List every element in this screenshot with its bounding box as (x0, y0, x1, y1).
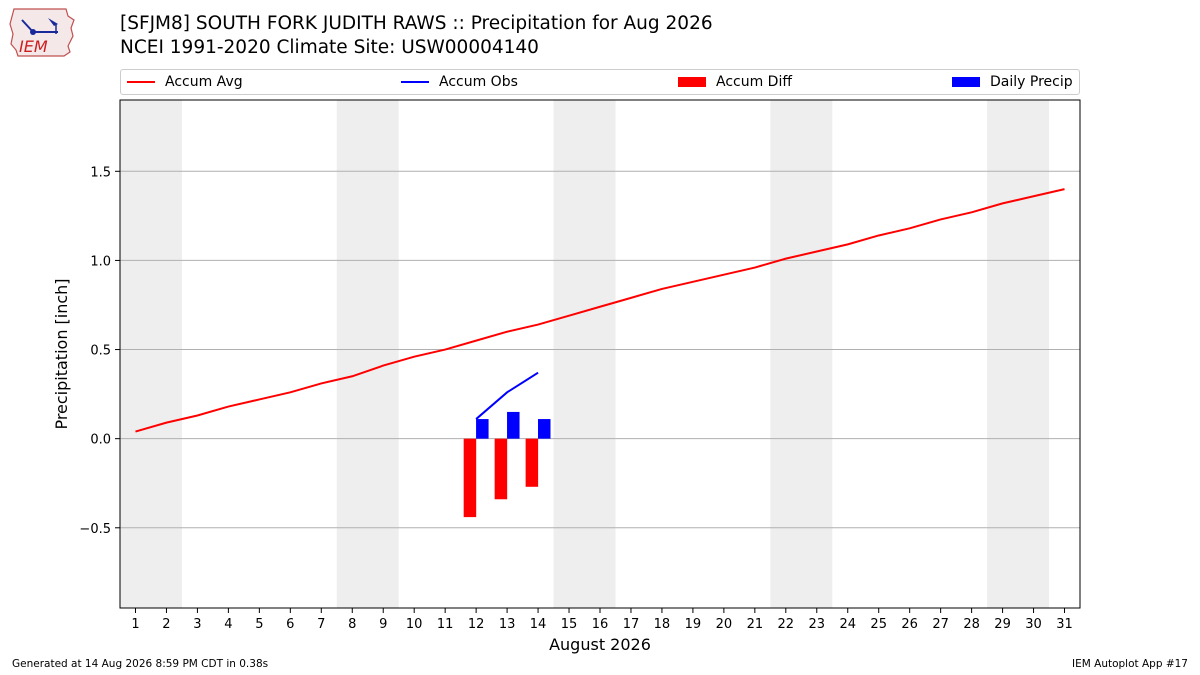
accum-obs-line (475, 371, 539, 420)
generated-timestamp: Generated at 14 Aug 2026 8:59 PM CDT in … (12, 658, 269, 670)
x-tick-label: 28 (963, 617, 980, 632)
daily-precip-bar (507, 411, 520, 439)
x-tick-label: 24 (839, 617, 856, 632)
x-tick-label: 9 (379, 617, 387, 632)
y-tick-label: 1.0 (90, 254, 111, 269)
y-tick-label: −0.5 (79, 522, 111, 537)
weekend-shading (120, 100, 1050, 608)
bar-marks (463, 411, 551, 518)
x-tick-label: 22 (778, 617, 795, 632)
app-label: IEM Autoplot App #17 (1072, 658, 1188, 670)
x-tick-label: 20 (716, 617, 733, 632)
weekend-band (120, 100, 182, 608)
x-tick-label: 29 (994, 617, 1011, 632)
x-tick-label: 17 (623, 617, 640, 632)
daily-precip-bar (538, 419, 551, 439)
chart-title: [SFJM8] SOUTH FORK JUDITH RAWS :: Precip… (120, 12, 713, 60)
y-tick-label: 1.5 (90, 165, 111, 180)
weekend-band (553, 100, 616, 608)
legend-item-daily-precip: Daily Precip (952, 70, 1073, 94)
x-tick-label: 15 (561, 617, 578, 632)
x-tick-label: 31 (1056, 617, 1073, 632)
y-axis-label: Precipitation [inch] (52, 278, 71, 429)
x-tick-label: 16 (592, 617, 609, 632)
weekend-band (987, 100, 1050, 608)
legend-item-accum-avg: Accum Avg (127, 70, 243, 94)
iem-logo: IEM (8, 6, 80, 58)
legend-label-accum-obs: Accum Obs (439, 74, 518, 90)
x-tick-label: 1 (131, 617, 139, 632)
weekend-band (336, 100, 399, 608)
x-tick-label: 13 (499, 617, 516, 632)
x-tick-label: 19 (685, 617, 702, 632)
x-tick-label: 27 (932, 617, 949, 632)
accum-diff-bar (463, 438, 477, 518)
weekend-band (770, 100, 833, 608)
legend-label-daily-precip: Daily Precip (990, 74, 1073, 90)
title-line-1: [SFJM8] SOUTH FORK JUDITH RAWS :: Precip… (120, 13, 713, 34)
x-tick-label: 10 (406, 617, 423, 632)
y-tick-label: 0.5 (90, 344, 111, 359)
x-tick-label: 6 (286, 617, 294, 632)
legend-item-accum-obs: Accum Obs (401, 70, 518, 94)
x-tick-label: 23 (809, 617, 826, 632)
x-tick-label: 8 (348, 617, 356, 632)
x-tick-label: 5 (255, 617, 263, 632)
x-tick-label: 26 (901, 617, 918, 632)
legend-item-accum-diff: Accum Diff (678, 70, 792, 94)
x-axis-label: August 2026 (549, 635, 651, 654)
iem-logo-graphic: IEM (9, 8, 75, 57)
daily-precip-bar (476, 419, 489, 439)
x-axis-ticks: 1 2 3 4 5 6 7 8 9 10 11 12 13 14 15 16 17 18 19 20 21 22 23 24 2… (131, 608, 1073, 632)
legend-swatch-accum-avg (127, 81, 155, 83)
x-tick-label: 4 (224, 617, 232, 632)
accum-avg-line (135, 188, 1065, 433)
x-tick-label: 30 (1025, 617, 1042, 632)
x-tick-label: 7 (317, 617, 325, 632)
accum-diff-bar (494, 438, 508, 500)
y-tick-label: 0.0 (90, 433, 111, 448)
legend-label-accum-avg: Accum Avg (165, 74, 243, 90)
accum-diff-bar (525, 438, 539, 487)
x-tick-label: 14 (530, 617, 547, 632)
legend-label-accum-diff: Accum Diff (716, 74, 793, 90)
x-tick-label: 18 (654, 617, 671, 632)
x-tick-label: 21 (747, 617, 764, 632)
y-axis-ticks: −0.5 0.0 0.5 1.0 1.5 (79, 165, 120, 537)
logo-text: IEM (19, 37, 48, 56)
x-tick-label: 3 (193, 617, 201, 632)
x-tick-label: 25 (870, 617, 887, 632)
legend-swatch-daily-precip (952, 77, 980, 87)
x-tick-label: 12 (468, 617, 485, 632)
x-tick-label: 11 (437, 617, 454, 632)
line-marks (135, 188, 1065, 433)
x-tick-label: 2 (162, 617, 170, 632)
chart-legend: Accum Avg Accum Obs Accum Diff Daily Pre… (120, 69, 1080, 95)
legend-swatch-accum-obs (401, 81, 429, 83)
title-line-2: NCEI 1991-2020 Climate Site: USW00004140 (120, 37, 539, 58)
legend-swatch-accum-diff (678, 77, 706, 87)
grid-lines (120, 170, 1080, 529)
